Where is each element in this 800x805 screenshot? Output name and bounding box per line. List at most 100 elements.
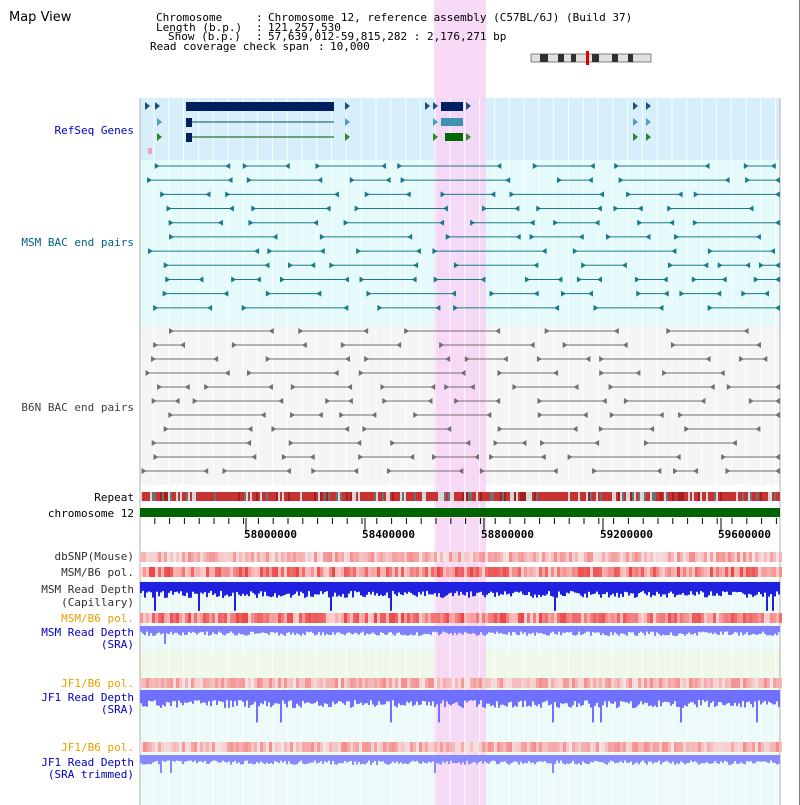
read-depth-bar — [230, 755, 232, 765]
read-depth-bar — [620, 755, 622, 762]
bac-end — [280, 276, 286, 283]
read-depth-bar — [712, 755, 714, 764]
polymorphism-cell — [233, 742, 236, 752]
read-depth-bar — [586, 626, 588, 632]
polymorphism-cell — [656, 678, 659, 688]
read-depth-bar — [254, 582, 256, 595]
read-depth-bar — [286, 755, 288, 765]
polymorphism-cell — [212, 567, 215, 577]
track-label-jf1-b6-pol-1: JF1/B6 pol. — [61, 677, 134, 690]
polymorphism-cell — [665, 613, 668, 623]
polymorphism-cell — [380, 552, 383, 562]
polymorphism-cell — [497, 678, 500, 688]
read-depth-bar — [202, 755, 204, 763]
read-depth-bar — [644, 755, 646, 763]
bac-end — [362, 426, 368, 432]
read-depth-bar — [246, 755, 248, 761]
read-depth-bar — [756, 755, 758, 762]
read-depth-bar — [438, 690, 440, 723]
read-depth-bar — [708, 626, 710, 634]
read-depth-bar — [348, 582, 350, 594]
read-depth-bar — [460, 755, 462, 765]
read-depth-bar — [732, 626, 734, 634]
read-depth-bar — [154, 582, 156, 611]
repeat-block — [388, 492, 390, 501]
read-depth-bar — [396, 755, 398, 762]
read-depth-bar — [382, 755, 384, 762]
axis-tick-label: 58800000 — [481, 528, 534, 541]
read-depth-bar — [482, 755, 484, 764]
read-depth-bar — [302, 582, 304, 594]
read-depth-bar — [242, 690, 244, 702]
polymorphism-cell — [455, 678, 458, 688]
read-depth-bar — [350, 582, 352, 592]
polymorphism-cell — [512, 678, 515, 688]
track-label-refseq[interactable]: RefSeq Genes — [54, 124, 134, 137]
read-depth-bar — [352, 690, 354, 707]
track-label-b6n-bac[interactable]: B6N BAC end pairs — [21, 401, 134, 414]
read-depth-bar — [508, 626, 510, 633]
read-depth-bar — [434, 626, 436, 632]
polymorphism-cell — [167, 567, 170, 577]
read-depth-bar — [762, 690, 764, 703]
polymorphism-cell — [362, 742, 365, 752]
polymorphism-cell — [407, 678, 410, 688]
read-depth-bar — [720, 626, 722, 632]
polymorphism-cell — [242, 613, 245, 623]
read-depth-bar — [188, 690, 190, 702]
polymorphism-cell — [257, 567, 260, 577]
polymorphism-cell — [533, 678, 536, 688]
read-depth-bar — [306, 626, 308, 632]
polymorphism-cell — [347, 742, 350, 752]
bac-end — [480, 276, 486, 283]
read-depth-bar — [596, 626, 598, 633]
read-depth-bar — [526, 626, 528, 636]
bac-end — [385, 177, 391, 184]
polymorphism-cell — [551, 552, 554, 562]
polymorphism-cell — [155, 613, 158, 623]
repeat-block — [430, 492, 432, 501]
read-depth-bar — [164, 755, 166, 763]
polymorphism-cell — [434, 742, 437, 752]
read-depth-bar — [346, 755, 348, 763]
repeat-block — [480, 492, 482, 501]
read-depth-bar — [570, 755, 572, 764]
read-depth-bar — [364, 755, 366, 765]
read-depth-bar — [424, 582, 426, 597]
read-depth-bar — [636, 690, 638, 707]
polymorphism-cell — [755, 742, 758, 752]
bac-end — [454, 398, 460, 404]
refseq-arrow — [433, 118, 438, 126]
polymorphism-cell — [371, 552, 374, 562]
read-depth-bar — [544, 582, 546, 596]
repeat-block — [632, 492, 634, 501]
read-depth-bar — [540, 582, 542, 597]
track-label-msm-bac[interactable]: MSM BAC end pairs — [21, 236, 134, 249]
polymorphism-cell — [302, 567, 305, 577]
repeat-block — [444, 492, 446, 501]
read-depth-bar — [434, 755, 436, 773]
repeat-block — [268, 492, 270, 501]
polymorphism-cell — [479, 742, 482, 752]
read-depth-bar — [524, 690, 526, 701]
polymorphism-cell — [674, 613, 677, 623]
polymorphism-cell — [428, 678, 431, 688]
read-depth-bar — [614, 582, 616, 597]
polymorphism-cell — [461, 742, 464, 752]
polymorphism-cell — [536, 678, 539, 688]
polymorphism-cell — [275, 567, 278, 577]
read-depth-bar — [314, 582, 316, 595]
repeat-block — [340, 492, 342, 501]
polymorphism-cell — [521, 552, 524, 562]
read-depth-bar — [222, 582, 224, 598]
polymorphism-cell — [662, 613, 665, 623]
read-depth-bar — [204, 582, 206, 593]
polymorphism-cell — [164, 678, 167, 688]
repeat-block — [262, 492, 264, 501]
read-depth-bar — [444, 626, 446, 633]
polymorphism-cell — [335, 742, 338, 752]
polymorphism-cell — [476, 613, 479, 623]
polymorphism-cell — [143, 678, 146, 688]
polymorphism-cell — [266, 613, 269, 623]
